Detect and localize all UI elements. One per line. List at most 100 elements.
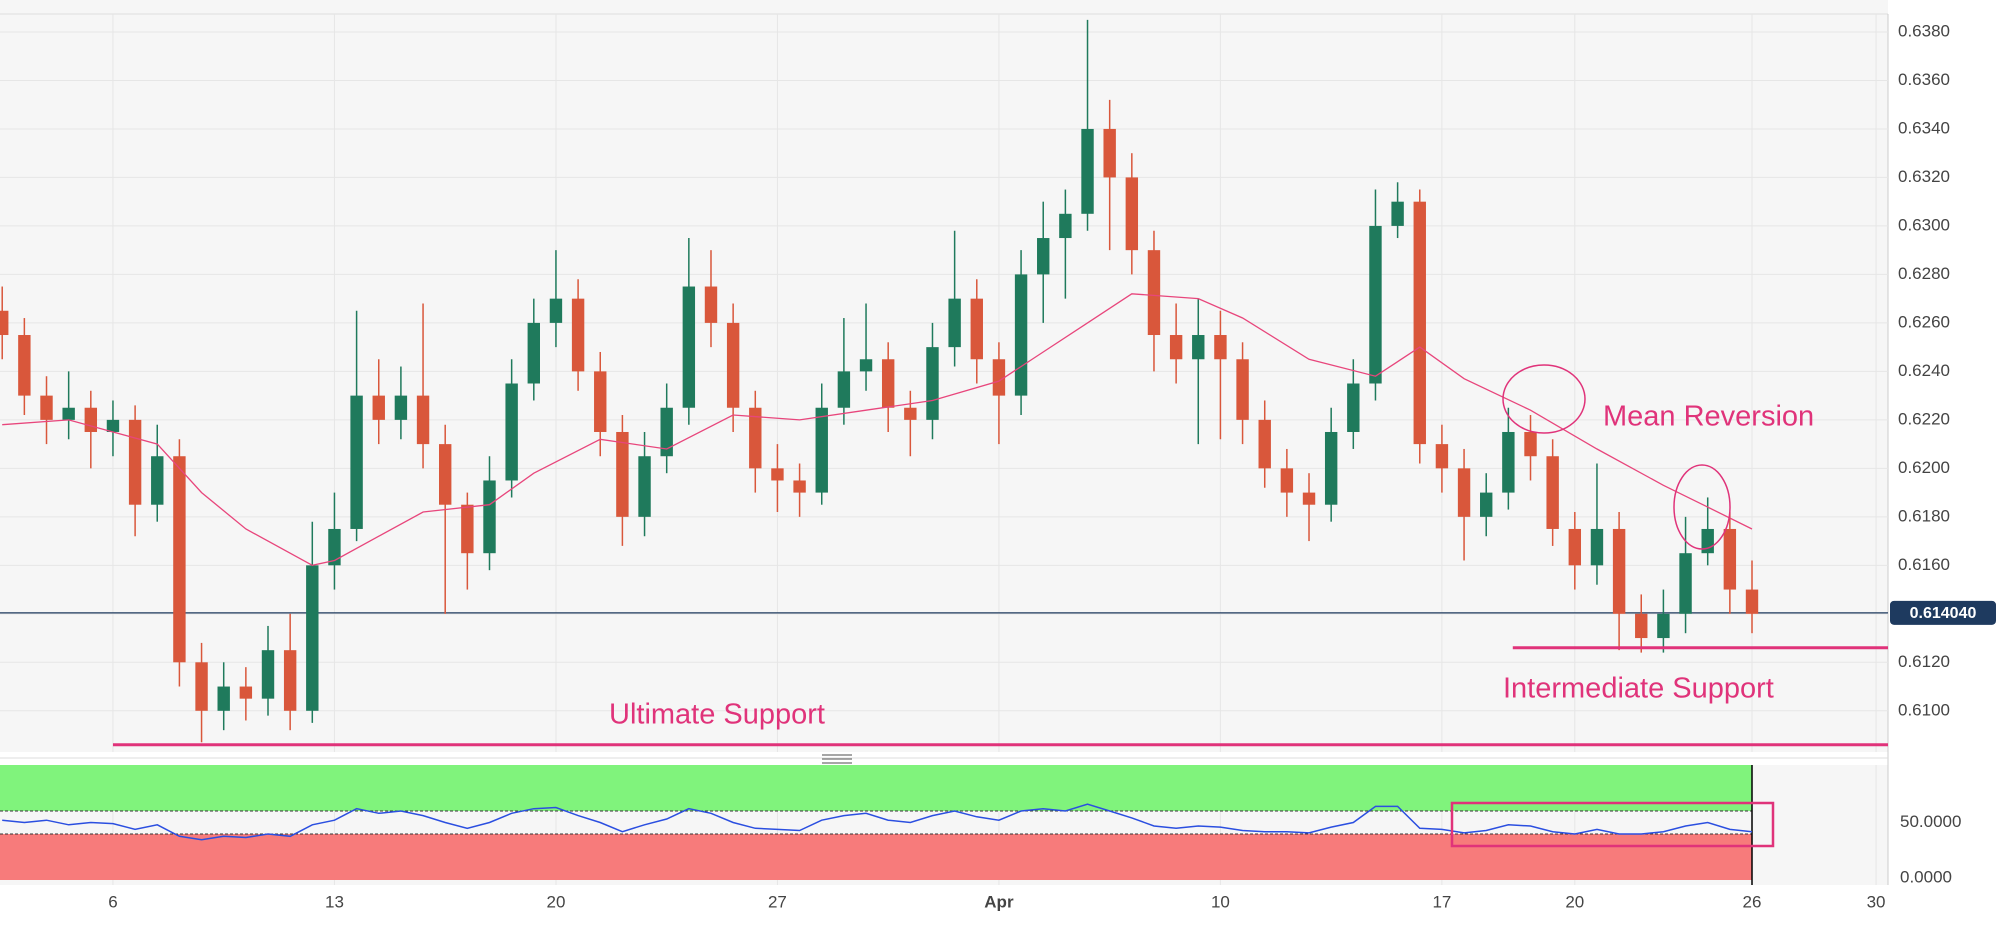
- candle-body: [1103, 128, 1116, 178]
- candle-body: [1635, 613, 1648, 639]
- candle-body: [1657, 613, 1670, 639]
- candle-body: [84, 407, 98, 432]
- x-tick-label: 27: [768, 892, 787, 911]
- candle-body: [1391, 201, 1404, 226]
- y-tick-label: 0.6380: [1898, 21, 1950, 40]
- candle-body: [328, 528, 341, 566]
- candle-body: [527, 322, 540, 384]
- candle-body: [1214, 335, 1227, 360]
- candle-body: [40, 395, 53, 420]
- rsi-band: [0, 834, 1753, 880]
- candle-body: [1236, 359, 1249, 420]
- over-layer: Mean Reversion Intermediate Support Ulti…: [0, 21, 1996, 911]
- y-tick-label: 0.6180: [1898, 506, 1950, 525]
- candle-body: [0, 310, 9, 336]
- candle-body: [195, 662, 208, 711]
- candle-body: [1037, 238, 1050, 275]
- candle-body: [1457, 468, 1471, 517]
- candle-body: [1147, 250, 1161, 336]
- highlight-ellipse: [1673, 464, 1731, 550]
- candle-body: [793, 480, 806, 493]
- resize-handle[interactable]: [822, 754, 852, 764]
- x-tick-label: 10: [1211, 892, 1230, 911]
- support-label: Ultimate Support: [609, 699, 825, 731]
- x-tick-label: 20: [546, 892, 565, 911]
- candle-body: [1679, 553, 1692, 614]
- candle-body: [682, 286, 696, 408]
- candle-body: [372, 395, 385, 420]
- candle-body: [571, 298, 585, 372]
- candle-body: [948, 298, 961, 348]
- y-tick-label: 0.6220: [1898, 409, 1950, 428]
- y-tick-label: 0.6260: [1898, 312, 1950, 331]
- candle-body: [549, 298, 563, 323]
- candle-body: [350, 395, 363, 529]
- candle-body: [749, 407, 762, 469]
- candle-body: [416, 395, 430, 445]
- y-tick-label: 0.6360: [1898, 70, 1950, 89]
- current-price-tag: [1890, 600, 1996, 625]
- candle-body: [815, 407, 828, 493]
- candle-body: [1302, 492, 1316, 505]
- candle-body: [638, 456, 651, 517]
- candle-body: [461, 504, 474, 554]
- candle-body: [1014, 274, 1028, 396]
- candle-body: [704, 286, 718, 323]
- candle-body: [505, 383, 518, 481]
- x-tick-label: 17: [1432, 892, 1451, 911]
- highlight-ellipse: [1502, 364, 1586, 434]
- moving-average: [2, 293, 1753, 566]
- y-tick-label: 0.6160: [1898, 555, 1950, 574]
- rsi-line: [2, 803, 1753, 841]
- x-tick-label: 20: [1565, 892, 1584, 911]
- y-tick-label: 0.6340: [1898, 118, 1950, 137]
- candle-body: [151, 456, 164, 505]
- candle-body: [283, 650, 297, 711]
- candle-body: [837, 371, 851, 408]
- candle-body: [173, 456, 186, 663]
- candle-body: [239, 686, 253, 699]
- main-plot: [0, 19, 1888, 743]
- candle-body: [881, 359, 895, 408]
- candle-body: [1081, 128, 1094, 214]
- candle-body: [1413, 201, 1426, 445]
- candle-body: [128, 419, 142, 505]
- candle-body: [1169, 335, 1183, 360]
- candle-body: [1324, 431, 1338, 505]
- candle-body: [1192, 335, 1205, 360]
- candle-body: [306, 565, 319, 711]
- candle-body: [904, 407, 917, 420]
- y-tick-label: 0.6240: [1898, 361, 1950, 380]
- candle-body: [106, 419, 120, 432]
- candle-body: [859, 359, 873, 372]
- candle-body: [1280, 468, 1294, 493]
- candle-body: [726, 322, 740, 408]
- candle-body: [261, 650, 275, 699]
- x-tick-label: 6: [108, 892, 117, 911]
- y-tick-label: 0.6320: [1898, 167, 1950, 186]
- current-price-label: 0.614040: [1910, 605, 1977, 622]
- main-plot-background: [0, 0, 1888, 752]
- candle-body: [1502, 431, 1515, 493]
- candle-body: [1590, 528, 1604, 566]
- candle-body: [394, 395, 408, 420]
- y-tick-label: 0.6120: [1898, 652, 1950, 671]
- candle-body: [1568, 528, 1582, 566]
- candle-body: [1524, 431, 1537, 457]
- y-tick-label: 0.0000: [1900, 867, 1952, 886]
- candle-body: [1546, 456, 1559, 529]
- candle-body: [1745, 589, 1759, 614]
- x-tick-label: 30: [1867, 892, 1886, 911]
- support-label: Intermediate Support: [1503, 673, 1774, 705]
- y-tick-label: 0.6100: [1898, 700, 1950, 719]
- candle-body: [1347, 383, 1360, 432]
- candle-body: [217, 686, 230, 711]
- candle-body: [62, 407, 75, 420]
- highlight-box: [1450, 801, 1775, 848]
- y-tick-label: 0.6280: [1898, 264, 1950, 283]
- candle-body: [1723, 528, 1737, 590]
- x-tick-label: Apr: [984, 892, 1014, 911]
- candle-body: [1125, 177, 1139, 251]
